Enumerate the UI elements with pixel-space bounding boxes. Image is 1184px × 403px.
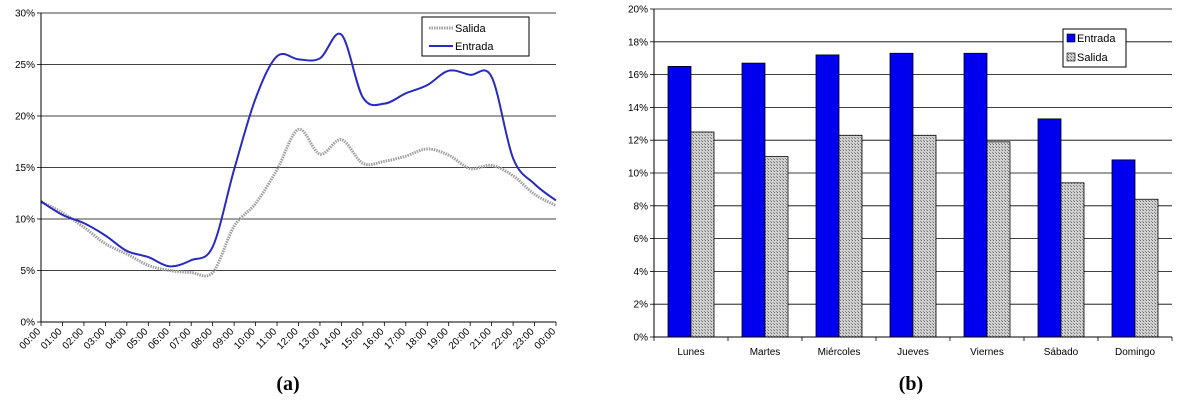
bar-entrada [1037, 118, 1062, 338]
line-chart-legend: Salida Entrada [421, 16, 530, 57]
y-tick-label: 16% [628, 70, 648, 81]
y-tick-label: 2% [634, 300, 649, 311]
x-tick-label: Lunes [677, 347, 704, 358]
legend-label-salida-bar: Salida [1077, 52, 1108, 64]
series-line-salida [40, 127, 557, 278]
x-tick-label: 08:00 [189, 326, 215, 352]
x-tick-label: 04:00 [103, 326, 129, 352]
x-tick-label: 02:00 [61, 326, 87, 352]
y-tick-label: 6% [634, 234, 649, 245]
y-tick-label: 25% [15, 60, 35, 71]
y-tick-label: 20% [628, 5, 648, 16]
y-tick-label: 14% [628, 103, 648, 114]
bar-salida [1134, 198, 1159, 338]
legend-label-entrada: Entrada [455, 41, 494, 53]
y-tick-label: 10% [628, 169, 648, 180]
y-tick-label: 0% [21, 318, 36, 329]
x-tick-label: 21:00 [468, 326, 494, 352]
x-tick-label: 18:00 [404, 326, 430, 352]
x-tick-label: Miércoles [818, 347, 861, 358]
caption-b: (b) [899, 373, 923, 395]
line-chart-x-ticks: 00:0001:0002:0003:0004:0005:0006:0007:00… [18, 322, 559, 352]
y-tick-label: 30% [15, 9, 35, 20]
y-tick-label: 12% [628, 136, 648, 147]
line-chart-series-group [40, 32, 557, 278]
line-chart-gridlines [41, 12, 556, 271]
x-tick-label: Domingo [1115, 347, 1155, 358]
x-tick-label: 22:00 [490, 326, 516, 352]
bar-salida [690, 131, 715, 338]
bar-salida [986, 141, 1011, 338]
bar-entrada [667, 66, 692, 338]
bar-entrada [815, 54, 840, 338]
x-tick-label: 23:00 [511, 326, 537, 352]
bar-salida [1060, 182, 1085, 338]
y-tick-label: 0% [634, 333, 649, 344]
x-tick-label: 14:00 [318, 326, 344, 352]
x-tick-label: 10:00 [232, 326, 258, 352]
y-tick-label: 15% [15, 163, 35, 174]
x-tick-label: 13:00 [297, 326, 323, 352]
bar-chart-bars [667, 52, 1159, 338]
bar-entrada [963, 52, 988, 338]
x-tick-label: 19:00 [425, 326, 451, 352]
x-tick-label: 03:00 [82, 326, 108, 352]
legend-label-entrada-bar: Entrada [1077, 33, 1116, 45]
bar-salida [764, 156, 789, 338]
bar-chart-y-ticks: 0% 2% 4% 6% 8% 10% 12% 14% 16% 18% 20% [628, 5, 654, 344]
x-tick-label: 11:00 [254, 326, 279, 351]
x-tick-label: 07:00 [168, 326, 194, 352]
x-tick-label: 12:00 [275, 326, 301, 352]
x-tick-label: Jueves [897, 347, 929, 358]
x-tick-label: 09:00 [211, 326, 237, 352]
line-chart-hourly: 0%5%10%15%20%25%30% 00:0001:0002:0003:00… [15, 9, 558, 396]
x-tick-label: 00:00 [18, 326, 44, 352]
bar-entrada [889, 52, 914, 338]
bar-chart-legend: Entrada Salida [1062, 28, 1127, 68]
bar-salida [838, 134, 863, 338]
bar-entrada [741, 62, 766, 338]
x-tick-label: 05:00 [125, 326, 151, 352]
y-tick-label: 20% [15, 112, 35, 123]
y-tick-label: 8% [634, 201, 649, 212]
legend-swatch-entrada-bar [1066, 33, 1076, 43]
x-tick-label: 20:00 [447, 326, 473, 352]
y-tick-label: 18% [628, 37, 648, 48]
bar-salida [912, 134, 937, 338]
bar-chart-weekly: 0% 2% 4% 6% 8% 10% 12% 14% 16% 18% 20% Lunes Martes… [628, 5, 1173, 395]
legend-label-salida: Salida [455, 23, 486, 35]
line-chart-y-ticks: 0% 5% 10% 15% 20% 25% 30% [15, 9, 41, 329]
x-tick-label: Viernes [970, 347, 1004, 358]
y-tick-label: 10% [15, 215, 35, 226]
bar-entrada [1111, 159, 1136, 338]
y-tick-label: 5% [21, 266, 36, 277]
legend-swatch-salida-bar [1066, 52, 1076, 62]
x-tick-label: 06:00 [146, 326, 172, 352]
line-legend-box [421, 16, 530, 57]
x-tick-label: Sábado [1044, 347, 1079, 358]
x-tick-label: 17:00 [382, 326, 408, 352]
x-tick-label: Martes [750, 347, 781, 358]
x-tick-label: 15:00 [340, 326, 366, 352]
x-tick-label: 01:00 [39, 326, 65, 352]
bar-chart-x-ticks: Lunes Martes Miércoles Jueves Viernes Sábado D… [653, 337, 1173, 358]
x-tick-label: 00:00 [533, 326, 559, 352]
caption-a: (a) [276, 373, 299, 395]
y-tick-label: 4% [634, 267, 649, 278]
x-tick-label: 16:00 [361, 326, 387, 352]
series-line-entrada [40, 32, 557, 268]
